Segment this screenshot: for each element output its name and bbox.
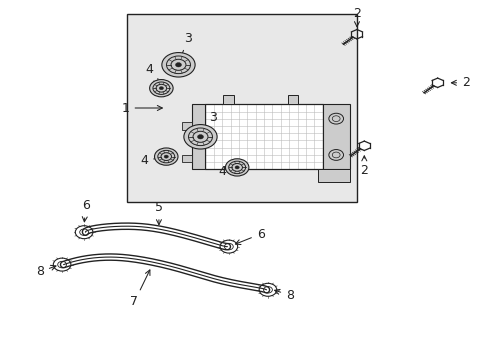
Circle shape <box>175 63 181 67</box>
Text: 2: 2 <box>352 7 360 27</box>
Text: 4: 4 <box>140 154 161 167</box>
Bar <box>223 95 233 104</box>
Circle shape <box>162 53 195 77</box>
Text: 3: 3 <box>204 111 216 131</box>
Text: 3: 3 <box>179 32 192 59</box>
Text: 6: 6 <box>81 199 89 222</box>
Bar <box>127 14 356 202</box>
Text: 6: 6 <box>235 228 264 244</box>
Bar <box>182 122 191 130</box>
Text: 8: 8 <box>274 289 293 302</box>
Text: 4: 4 <box>145 63 158 84</box>
Text: 4: 4 <box>218 165 232 178</box>
Circle shape <box>235 166 239 169</box>
Bar <box>182 155 191 162</box>
Circle shape <box>225 159 248 176</box>
Text: 1: 1 <box>122 102 162 114</box>
Bar <box>191 104 205 169</box>
Circle shape <box>149 80 173 97</box>
Circle shape <box>328 149 343 160</box>
Bar <box>322 104 349 169</box>
Bar <box>317 169 349 182</box>
Circle shape <box>328 113 343 124</box>
Circle shape <box>183 125 217 149</box>
Text: 7: 7 <box>130 270 150 308</box>
Bar <box>287 95 298 104</box>
Text: 8: 8 <box>36 265 56 278</box>
Bar <box>205 104 322 169</box>
Text: 2: 2 <box>360 156 367 177</box>
Circle shape <box>154 148 178 165</box>
Text: 5: 5 <box>155 201 163 225</box>
Text: 2: 2 <box>450 76 469 89</box>
Circle shape <box>197 135 203 139</box>
Circle shape <box>159 87 163 90</box>
Bar <box>205 104 322 169</box>
Circle shape <box>164 155 168 158</box>
